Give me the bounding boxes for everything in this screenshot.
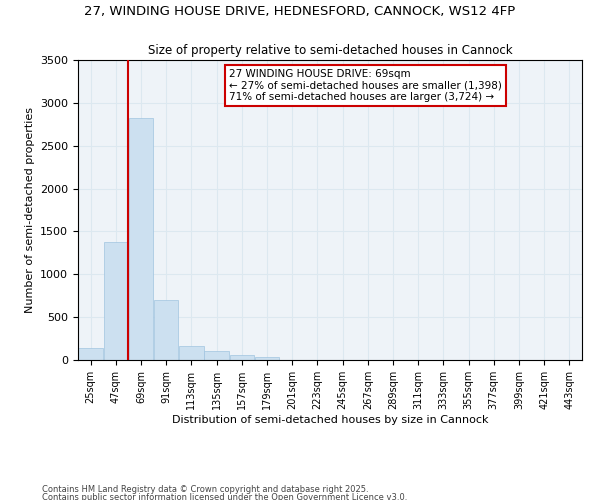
Text: Contains public sector information licensed under the Open Government Licence v3: Contains public sector information licen… [42,492,407,500]
Text: Contains HM Land Registry data © Crown copyright and database right 2025.: Contains HM Land Registry data © Crown c… [42,486,368,494]
Text: 27, WINDING HOUSE DRIVE, HEDNESFORD, CANNOCK, WS12 4FP: 27, WINDING HOUSE DRIVE, HEDNESFORD, CAN… [85,5,515,18]
Bar [79,348,103,360]
Bar [179,346,203,360]
Text: 27 WINDING HOUSE DRIVE: 69sqm
← 27% of semi-detached houses are smaller (1,398)
: 27 WINDING HOUSE DRIVE: 69sqm ← 27% of s… [229,69,502,102]
Y-axis label: Number of semi-detached properties: Number of semi-detached properties [25,107,35,313]
Title: Size of property relative to semi-detached houses in Cannock: Size of property relative to semi-detach… [148,44,512,58]
Bar [230,356,254,360]
Bar [154,300,178,360]
Bar [205,352,229,360]
Bar [255,358,279,360]
Bar [129,118,153,360]
Bar [104,242,128,360]
X-axis label: Distribution of semi-detached houses by size in Cannock: Distribution of semi-detached houses by … [172,414,488,424]
